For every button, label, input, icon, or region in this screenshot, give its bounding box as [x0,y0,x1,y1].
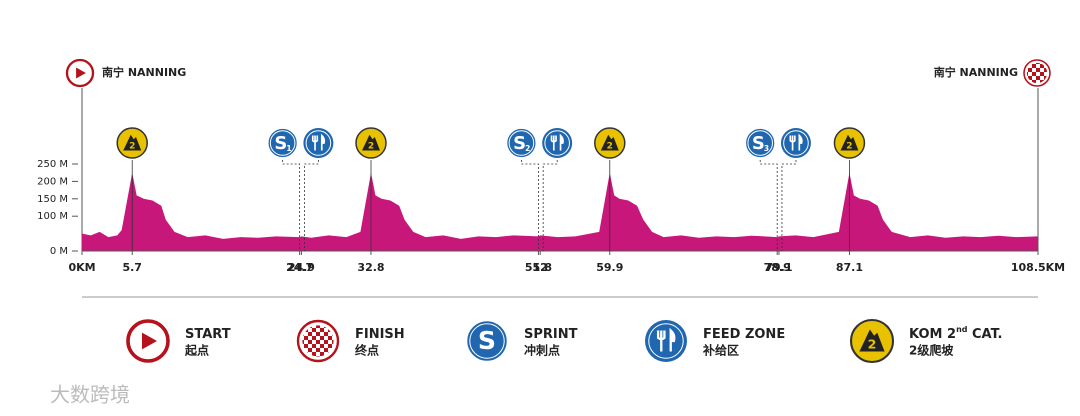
sprint-letter: S [513,133,526,154]
sprint-connector [759,160,778,251]
sprint-connector [282,160,301,251]
x-tick-label: 87.1 [836,261,863,274]
x-tick-label: 79.1 [765,261,792,274]
kom-mountain [123,134,142,151]
feed-icon [303,128,334,158]
y-tick-label: 150 M [37,194,68,205]
x-tick-label: 32.8 [357,261,384,274]
x-tick-label: 24.9 [288,261,315,274]
legend-sub: 2级爬坡 [909,343,954,358]
feed-ring [783,130,809,156]
finish-checker [302,325,334,357]
feed-icon [780,128,811,158]
feed-icon [542,128,573,158]
sprint-number: 2 [525,144,530,153]
legend-label: KOM 2nd CAT. [909,325,1002,342]
y-tick-label: 250 M [37,159,68,170]
legend-text-end: CAT. [967,327,1002,342]
legend-label: SPRINT [524,327,578,342]
feed-icon [645,320,687,362]
y-tick-label: 100 M [37,211,68,222]
elevation-area [82,172,1038,251]
legend-sup: nd [956,325,968,334]
x-tick-label: 52 [533,261,548,274]
feed-connector [781,160,797,251]
kom-label: 2 [868,337,877,352]
x-tick-label: 78.9 [764,261,791,274]
fork [311,135,319,151]
legend-text: SPRINT [524,327,578,342]
sprint-icon [744,127,777,159]
sprint-letter: S [478,326,496,355]
sprint-ring [508,130,535,156]
sprint-ring [747,130,773,156]
legend-sub: 冲刺点 [524,343,560,358]
sprint-ring [269,130,296,156]
sprint-number: 1 [286,144,291,153]
sprint-connector [521,160,539,251]
feed-connector [542,160,558,251]
kom-label: 2 [607,142,613,152]
fork [656,330,666,352]
sprint-icon [266,127,299,159]
legend-label: START [185,327,231,342]
fork [789,135,796,151]
legend-label: FINISH [355,327,405,342]
x-tick-label: 0KM [68,261,95,274]
kom-mountain [600,134,619,151]
legend-label: FEED ZONE [703,327,785,342]
legend-text: KOM 2 [909,327,956,342]
feed-ring [305,130,332,156]
x-tick-label: 108.5KM [1011,261,1065,274]
sprint-number: 3 [764,144,769,153]
knife [669,327,676,352]
legend-text: START [185,327,231,342]
kom-label: 2 [846,142,852,152]
sprint-icon [505,127,538,159]
feed-ring [648,323,684,359]
kom-mountain [840,134,859,151]
feed-connector [303,160,319,251]
legend-sub: 补给区 [702,343,739,358]
watermark: 大数跨境 [50,383,130,407]
sprint-letter: S [274,133,287,154]
kom-mountain [859,329,885,352]
x-tick-label: 24.7 [286,261,313,274]
sprint-icon [464,318,510,364]
sprint-ring [469,323,505,359]
kom-label: 2 [129,142,135,152]
x-tick-label: 59.9 [596,261,623,274]
knife [320,133,326,151]
knife [798,133,803,151]
fork [550,135,557,151]
legend-text: FEED ZONE [703,327,785,342]
legend-sub: 终点 [355,343,379,358]
y-tick-label: 200 M [37,176,68,187]
y-tick-label: 0 M [50,246,68,257]
x-tick-label: 51.8 [525,261,552,274]
kom-label: 2 [368,142,374,152]
start-label: 南宁 NANNING [102,65,186,79]
kom-mountain [362,134,381,151]
start-arrow [76,67,86,79]
feed-ring [544,130,570,156]
knife [559,133,564,151]
legend-sub: 起点 [184,343,209,358]
sprint-letter: S [752,133,765,154]
finish-label: 南宁 NANNING [934,65,1018,79]
start-arrow [142,332,157,350]
x-tick-label: 5.7 [122,261,142,274]
finish-checker [1026,62,1048,84]
legend-text: FINISH [355,327,405,342]
